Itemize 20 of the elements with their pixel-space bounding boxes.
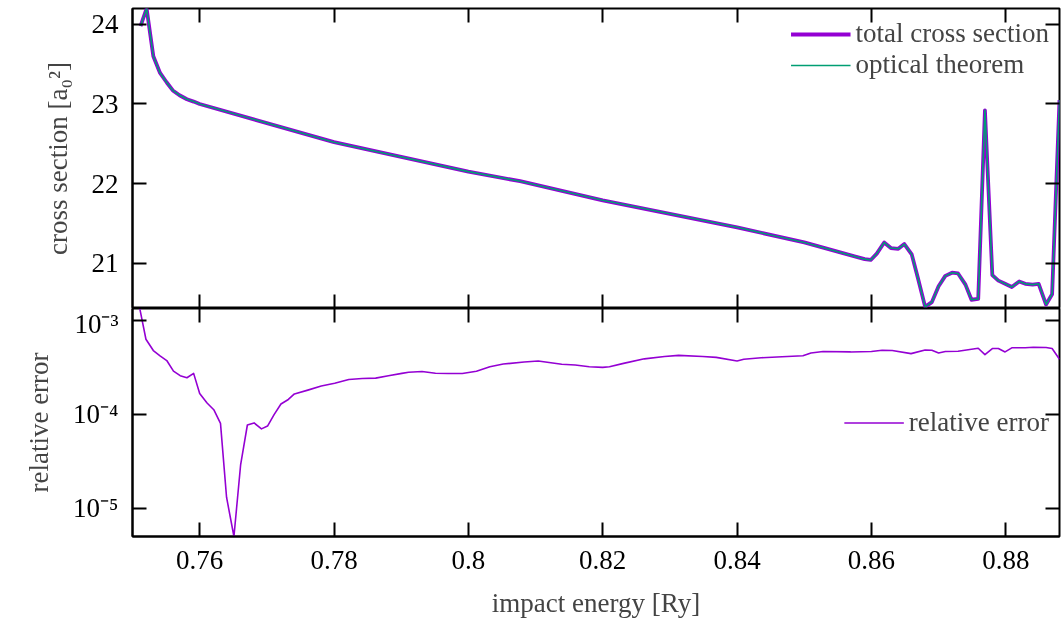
x-tick-label: 0.78 (310, 544, 358, 575)
y-tick-label: 23 (91, 88, 119, 119)
legend-label: relative error (908, 406, 1049, 438)
y-tick-label: 10⁻⁵ (73, 493, 119, 524)
y-tick-label: 24 (91, 9, 119, 40)
y-axis-title: relative error (24, 352, 55, 493)
y-tick-label: 21 (91, 248, 119, 279)
x-tick-label: 0.88 (982, 544, 1030, 575)
y-tick-label: 10⁻⁴ (73, 399, 119, 430)
legend-label: optical theorem (855, 49, 1025, 80)
legend-label: total cross section (855, 18, 1049, 49)
x-tick-label: 0.82 (579, 544, 627, 575)
x-axis-title: impact energy [Ry] (491, 587, 701, 618)
x-tick-label: 0.76 (176, 544, 224, 575)
x-tick-label: 0.8 (451, 544, 486, 575)
x-tick-label: 0.84 (713, 544, 762, 575)
y-axis-title: cross section [a₀²] (42, 62, 73, 255)
y-tick-label: 22 (91, 168, 119, 199)
y-tick-label: 10⁻³ (74, 308, 119, 339)
x-tick-label: 0.86 (847, 544, 896, 575)
